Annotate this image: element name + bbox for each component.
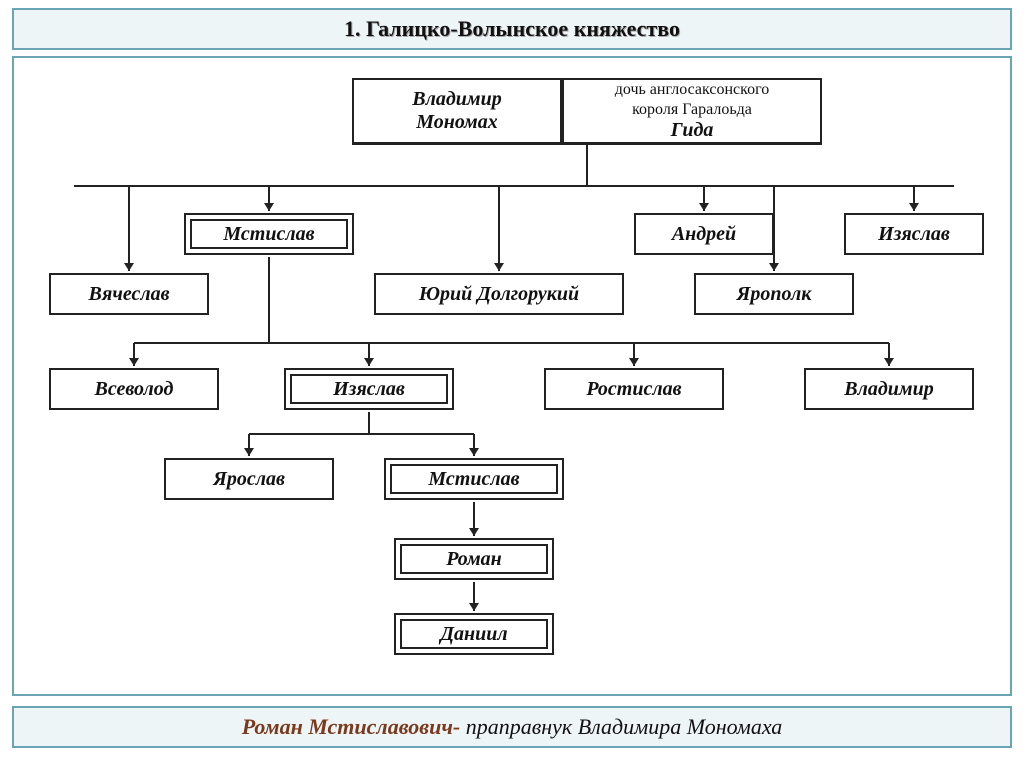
- node-gida: дочь англосаксонского короля ГаралоьдаГи…: [562, 78, 822, 144]
- footer-rest: праправнук Владимира Мономаха: [460, 714, 782, 739]
- node-yaroslav: Ярослав: [164, 458, 334, 500]
- node-rostislav: Ростислав: [544, 368, 724, 410]
- node-andrey: Андрей: [634, 213, 774, 255]
- page-title: 1. Галицко-Волынское княжество: [12, 8, 1012, 50]
- node-yuri: Юрий Долгорукий: [374, 273, 624, 315]
- node-roman: Роман: [394, 538, 554, 580]
- node-daniil: Даниил: [394, 613, 554, 655]
- genealogy-tree: Владимир Мономахдочь англосаксонского ко…: [12, 56, 1012, 696]
- node-vyacheslav: Вячеслав: [49, 273, 209, 315]
- node-mstislav2: Мстислав: [384, 458, 564, 500]
- node-mstislav1: Мстислав: [184, 213, 354, 255]
- footer-caption: Роман Мстиславович- праправнук Владимира…: [12, 706, 1012, 748]
- node-vsevolod: Всеволод: [49, 368, 219, 410]
- title-text: 1. Галицко-Волынское княжество: [344, 16, 680, 41]
- node-vladimir2: Владимир: [804, 368, 974, 410]
- node-izyaslav2: Изяслав: [284, 368, 454, 410]
- footer-lead: Роман Мстиславович-: [242, 714, 461, 739]
- node-yaropolk: Ярополк: [694, 273, 854, 315]
- node-vladimir: Владимир Мономах: [352, 78, 562, 144]
- node-izyaslav1: Изяслав: [844, 213, 984, 255]
